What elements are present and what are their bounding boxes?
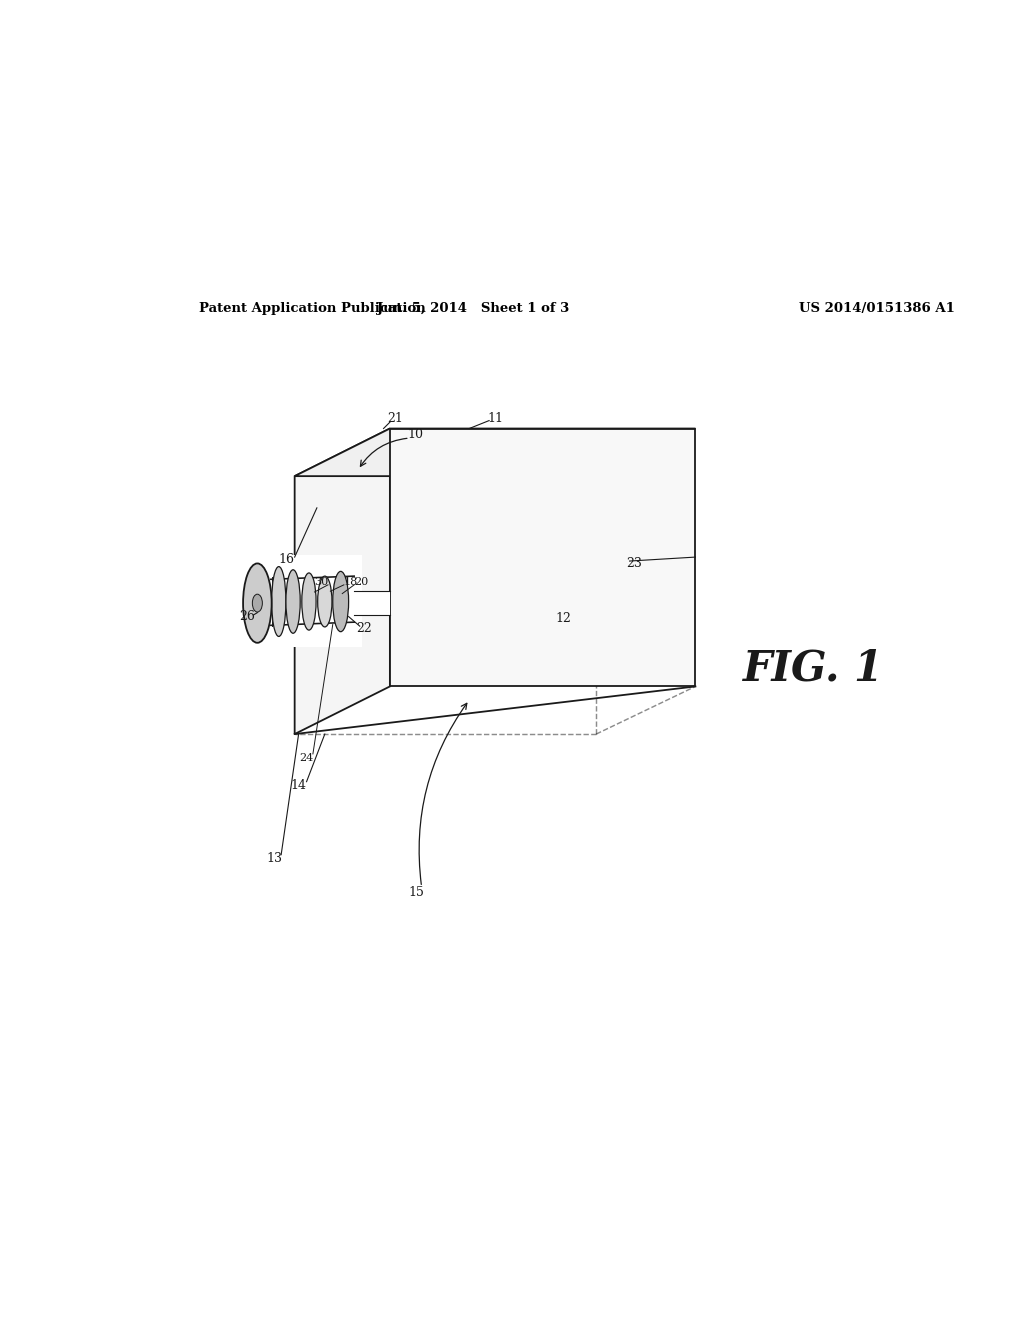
Ellipse shape	[243, 564, 271, 643]
Text: 24: 24	[299, 752, 313, 763]
Ellipse shape	[333, 572, 348, 632]
Text: Jun. 5, 2014   Sheet 1 of 3: Jun. 5, 2014 Sheet 1 of 3	[377, 302, 569, 315]
Polygon shape	[295, 429, 390, 734]
FancyArrowPatch shape	[360, 438, 407, 466]
Polygon shape	[295, 429, 695, 477]
Text: 16: 16	[279, 553, 295, 566]
Ellipse shape	[317, 576, 332, 627]
Text: US 2014/0151386 A1: US 2014/0151386 A1	[799, 302, 954, 315]
Text: 30: 30	[313, 577, 328, 586]
Text: FIG. 1: FIG. 1	[743, 648, 884, 690]
Text: 22: 22	[356, 622, 373, 635]
Text: 10: 10	[408, 428, 423, 441]
Text: 13: 13	[267, 853, 283, 865]
Text: 21: 21	[387, 412, 402, 425]
Bar	[354, 591, 390, 615]
Text: 20: 20	[354, 577, 369, 586]
Text: 11: 11	[487, 412, 504, 425]
Ellipse shape	[252, 594, 262, 612]
Text: 12: 12	[555, 612, 570, 626]
Text: 18: 18	[344, 577, 358, 586]
Bar	[236, 556, 362, 647]
Text: Patent Application Publication: Patent Application Publication	[200, 302, 426, 315]
FancyArrowPatch shape	[419, 704, 467, 884]
Ellipse shape	[302, 573, 316, 630]
Text: 14: 14	[291, 779, 306, 792]
Text: 15: 15	[409, 886, 424, 899]
Text: 23: 23	[627, 557, 642, 570]
Text: 26: 26	[239, 610, 255, 623]
Ellipse shape	[286, 570, 300, 634]
Polygon shape	[390, 429, 695, 686]
Ellipse shape	[271, 566, 286, 636]
